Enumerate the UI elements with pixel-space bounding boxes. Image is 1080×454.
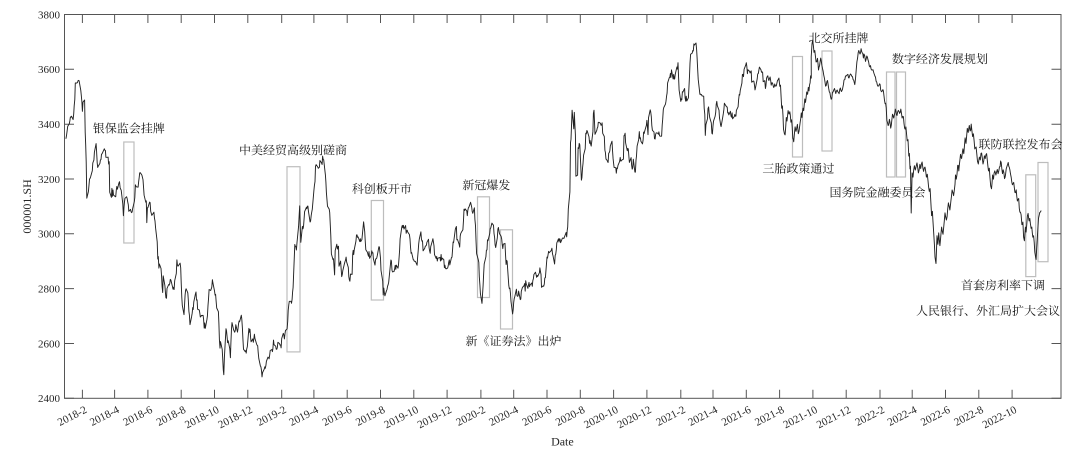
- svg-text:Date: Date: [551, 435, 574, 449]
- svg-text:3600: 3600: [38, 64, 61, 76]
- svg-text:3000: 3000: [38, 229, 61, 241]
- svg-text:000001.SH: 000001.SH: [20, 179, 34, 234]
- svg-text:2600: 2600: [38, 338, 61, 350]
- svg-text:2800: 2800: [38, 283, 61, 295]
- svg-text:2400: 2400: [38, 393, 61, 405]
- svg-text:3800: 3800: [38, 9, 61, 21]
- svg-text:3200: 3200: [38, 174, 61, 186]
- svg-text:3400: 3400: [38, 119, 61, 131]
